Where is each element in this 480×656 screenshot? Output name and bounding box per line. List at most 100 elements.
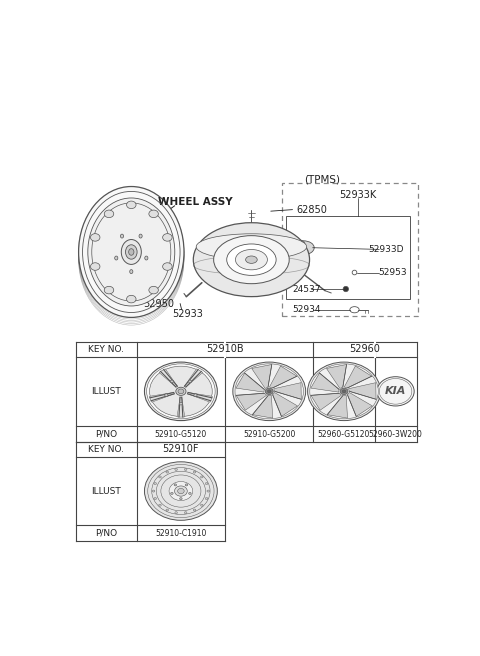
Ellipse shape [214,236,289,283]
Ellipse shape [201,476,203,478]
Ellipse shape [150,366,212,417]
Ellipse shape [205,483,208,485]
Polygon shape [252,396,273,418]
Ellipse shape [154,497,156,500]
Polygon shape [273,392,298,417]
Text: 52960-3W200: 52960-3W200 [369,430,422,439]
Ellipse shape [235,364,303,419]
Text: 52934: 52934 [292,305,321,314]
Ellipse shape [121,239,141,264]
Ellipse shape [147,364,215,419]
Ellipse shape [129,249,134,255]
Polygon shape [326,365,347,388]
Polygon shape [274,382,301,400]
Ellipse shape [104,286,114,294]
Polygon shape [311,373,339,392]
Polygon shape [344,366,372,388]
Ellipse shape [194,394,197,396]
Ellipse shape [145,256,148,260]
Ellipse shape [175,512,178,514]
Ellipse shape [165,394,168,396]
Polygon shape [269,366,297,388]
Ellipse shape [236,249,267,270]
Text: KEY NO.: KEY NO. [88,345,124,354]
Polygon shape [236,373,264,392]
Polygon shape [348,392,372,417]
Ellipse shape [125,245,137,259]
Ellipse shape [179,402,182,405]
Ellipse shape [265,388,273,394]
Ellipse shape [127,201,136,209]
Ellipse shape [267,390,271,393]
Polygon shape [327,396,348,418]
Text: 52910B: 52910B [206,344,244,354]
Ellipse shape [193,509,196,511]
Ellipse shape [159,504,161,506]
Ellipse shape [193,222,310,297]
Polygon shape [188,392,212,402]
Ellipse shape [244,226,258,236]
Text: (TPMS): (TPMS) [304,174,340,184]
Ellipse shape [152,490,155,492]
Ellipse shape [178,489,184,494]
Ellipse shape [170,493,173,495]
Ellipse shape [127,295,136,303]
Ellipse shape [175,468,178,470]
Text: 52910F: 52910F [163,445,199,455]
Ellipse shape [149,286,158,294]
Ellipse shape [184,512,187,514]
Ellipse shape [205,497,208,500]
Text: 52960: 52960 [349,344,381,354]
Ellipse shape [201,504,203,506]
Ellipse shape [169,482,193,501]
Text: 52933: 52933 [172,308,204,319]
Ellipse shape [159,476,161,478]
Ellipse shape [154,483,156,485]
Text: WHEEL ASSY: WHEEL ASSY [158,197,233,207]
Text: 52933K: 52933K [339,190,377,200]
Ellipse shape [340,388,348,394]
Text: 52910-C1910: 52910-C1910 [155,529,206,537]
Text: 52910-G5120: 52910-G5120 [155,430,207,439]
Ellipse shape [166,471,168,473]
Ellipse shape [115,256,118,260]
Ellipse shape [185,484,188,486]
Ellipse shape [88,198,175,306]
Ellipse shape [120,234,123,238]
Text: 52933D: 52933D [369,245,404,254]
Ellipse shape [184,468,187,470]
Ellipse shape [175,486,187,496]
Ellipse shape [79,186,184,318]
Polygon shape [159,369,177,387]
Polygon shape [149,392,174,402]
Polygon shape [252,365,272,388]
Ellipse shape [130,270,133,274]
Text: P/NO: P/NO [95,430,117,439]
Ellipse shape [180,498,182,500]
Polygon shape [184,369,203,387]
Text: P/NO: P/NO [95,529,117,537]
Text: 24537: 24537 [292,285,321,293]
Text: KIA: KIA [385,386,406,396]
Ellipse shape [310,364,378,419]
Text: ILLUST: ILLUST [91,387,121,396]
Ellipse shape [166,509,168,511]
Ellipse shape [90,263,100,270]
Ellipse shape [189,493,191,495]
Ellipse shape [144,362,217,420]
Text: 52960-G5120: 52960-G5120 [318,430,370,439]
Ellipse shape [170,380,174,382]
Bar [286,216,410,299]
Ellipse shape [139,234,142,238]
Ellipse shape [90,234,100,241]
Ellipse shape [246,228,257,234]
Ellipse shape [144,462,217,520]
Ellipse shape [196,234,307,260]
Circle shape [343,286,348,292]
Ellipse shape [104,210,114,218]
Text: 62850: 62850 [296,205,327,215]
Ellipse shape [246,256,257,263]
Ellipse shape [294,240,305,248]
Polygon shape [348,382,376,400]
Ellipse shape [161,291,168,295]
